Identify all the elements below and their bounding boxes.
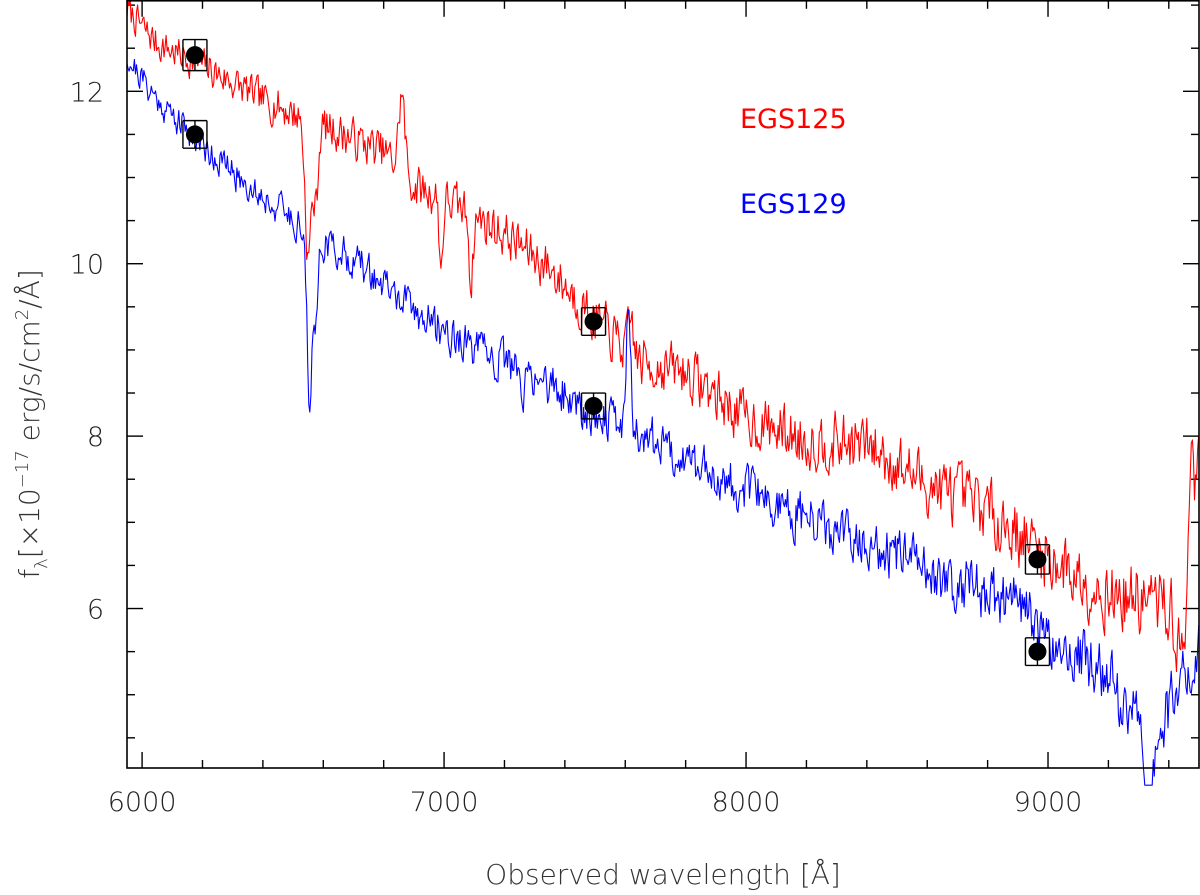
photometry-point-egs129 xyxy=(182,119,208,149)
spectra xyxy=(126,0,1200,786)
major-ticks xyxy=(127,0,1199,768)
spectrum-egs125 xyxy=(126,0,1200,673)
y-label-lambda: λ xyxy=(31,558,52,569)
y-label-units-a: erg/s/cm xyxy=(13,320,46,450)
photometry-point-egs129 xyxy=(580,392,607,420)
x-tick-label: 8000 xyxy=(712,787,781,818)
plot-frame xyxy=(126,0,1200,769)
photometry-marker xyxy=(584,396,603,415)
minor-ticks xyxy=(127,0,1199,768)
photometry-marker xyxy=(1028,642,1047,661)
y-tick-label: 12 xyxy=(70,77,104,108)
y-tick-label: 6 xyxy=(87,595,104,626)
y-label-units-exp: 2 xyxy=(12,309,33,320)
photometry-marker xyxy=(185,125,204,144)
y-label-exponent: −17 xyxy=(12,450,33,488)
legend-label-egs129: EGS129 xyxy=(740,189,847,220)
x-tick-label: 9000 xyxy=(1014,787,1083,818)
y-tick-label: 8 xyxy=(87,422,104,453)
y-label-bracket: [×10 xyxy=(13,488,46,558)
photometry-point-egs125 xyxy=(182,38,208,72)
y-label-units-b: /Å] xyxy=(12,269,46,309)
photometry-marker xyxy=(584,312,603,331)
photometry-marker xyxy=(1028,550,1047,569)
x-tick-label: 6000 xyxy=(108,787,177,818)
tick-labels: 6000 7000 8000 9000 6 8 10 12 xyxy=(70,77,1083,818)
y-tick-label: 10 xyxy=(70,250,104,281)
y-axis-title: fλ[×10−17 erg/s/cm2/Å] xyxy=(12,269,52,579)
photometry-points xyxy=(182,38,1051,667)
spectrum-egs129 xyxy=(126,58,1200,786)
photometry-point-egs125 xyxy=(580,306,607,336)
legend-label-egs125: EGS125 xyxy=(740,104,847,135)
photometry-marker xyxy=(185,46,204,65)
photometry-point-egs129 xyxy=(1024,637,1051,667)
photometry-point-egs125 xyxy=(1024,544,1051,575)
x-axis-title: Observed wavelength [Å] xyxy=(485,857,841,891)
y-label-f: f xyxy=(13,569,46,579)
x-tick-label: 7000 xyxy=(410,787,479,818)
